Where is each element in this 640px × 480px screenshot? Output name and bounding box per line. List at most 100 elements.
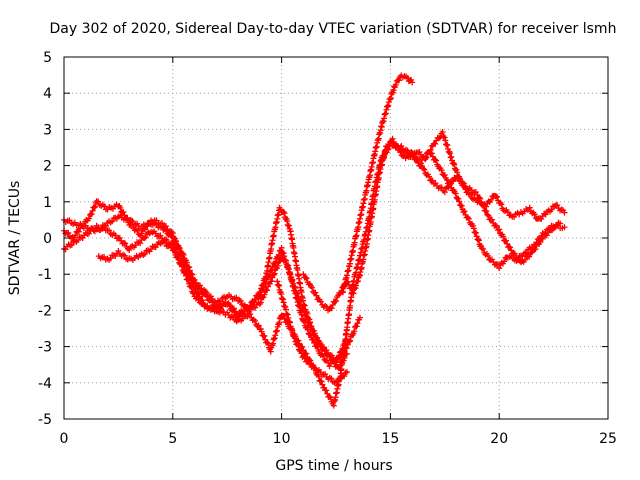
data-point (292, 284, 299, 291)
data-point (203, 293, 210, 300)
data-point (350, 290, 357, 297)
data-point (247, 311, 254, 318)
data-point (351, 328, 358, 335)
data-point (299, 304, 306, 311)
data-point (257, 325, 264, 332)
x-axis-label: GPS time / hours (275, 458, 392, 474)
data-point (381, 154, 388, 161)
data-point (356, 314, 363, 321)
series-track-a (61, 212, 350, 370)
data-point (483, 208, 490, 215)
data-point (297, 347, 304, 354)
data-point (305, 319, 312, 326)
data-point (268, 267, 275, 274)
y-tick-label: 5 (43, 50, 52, 66)
data-point (492, 222, 499, 229)
data-points (61, 72, 568, 409)
data-point (389, 135, 396, 142)
data-point (237, 298, 244, 305)
data-point (503, 237, 510, 244)
data-point (190, 289, 197, 296)
data-point (231, 305, 237, 312)
data-point (475, 237, 482, 244)
data-point (72, 232, 79, 239)
data-point (117, 204, 124, 211)
data-point (301, 308, 308, 315)
data-point (239, 315, 246, 322)
data-point (142, 234, 149, 241)
data-point (333, 297, 339, 304)
series-track-e (274, 128, 568, 409)
data-point (448, 153, 455, 160)
data-point (441, 171, 448, 178)
data-point (484, 211, 491, 218)
data-point (409, 79, 416, 86)
data-point (185, 276, 192, 283)
data-point (428, 150, 435, 157)
data-point (329, 302, 336, 309)
data-point (92, 225, 99, 232)
data-point (65, 229, 72, 236)
data-point (343, 368, 350, 375)
series-track-f (300, 135, 564, 314)
y-tick-label: -1 (38, 267, 52, 283)
data-point (537, 239, 544, 246)
data-point (88, 211, 95, 218)
data-point (257, 292, 264, 299)
data-point (261, 333, 268, 340)
data-point (433, 157, 440, 164)
y-tick-label: 1 (43, 195, 52, 211)
data-point (522, 256, 529, 263)
data-point (303, 275, 310, 282)
y-tick-label: -5 (38, 412, 52, 428)
data-point (450, 178, 457, 185)
data-point (68, 241, 75, 248)
y-tick-label: 4 (43, 86, 52, 102)
data-point (539, 235, 546, 242)
data-point (268, 278, 275, 285)
data-point (328, 352, 335, 359)
data-point (396, 77, 403, 84)
data-point (251, 299, 258, 306)
data-point (257, 299, 264, 306)
series-track-g (339, 72, 416, 296)
data-point (197, 286, 203, 293)
data-point (460, 180, 467, 187)
data-point (392, 81, 399, 88)
x-tick-label: 25 (599, 431, 617, 447)
y-tick-label: -2 (38, 303, 52, 319)
data-point (280, 209, 287, 216)
data-point (421, 166, 428, 173)
data-point (175, 255, 182, 262)
data-point (452, 190, 459, 197)
data-point (398, 143, 405, 150)
data-point (318, 378, 325, 385)
y-tick-label: 3 (43, 122, 52, 138)
data-point (120, 209, 127, 216)
data-point (441, 134, 448, 141)
data-point (233, 294, 240, 301)
data-point (432, 140, 439, 147)
data-point (500, 233, 507, 240)
data-point (92, 203, 99, 210)
data-point (209, 299, 216, 306)
data-point (300, 317, 307, 324)
data-point (294, 290, 301, 297)
data-point (121, 252, 128, 259)
data-point (561, 224, 568, 231)
data-point (284, 217, 291, 224)
data-point (311, 364, 318, 371)
data-point (507, 244, 514, 251)
x-tick-label: 0 (60, 431, 69, 447)
data-point (312, 365, 319, 372)
x-tick-label: 5 (168, 431, 177, 447)
data-point (387, 96, 394, 103)
data-point (494, 193, 501, 200)
data-point (327, 394, 334, 401)
data-point (385, 102, 392, 109)
data-point (496, 265, 503, 272)
data-point (132, 242, 139, 249)
data-point (443, 176, 450, 183)
data-point (230, 313, 237, 320)
